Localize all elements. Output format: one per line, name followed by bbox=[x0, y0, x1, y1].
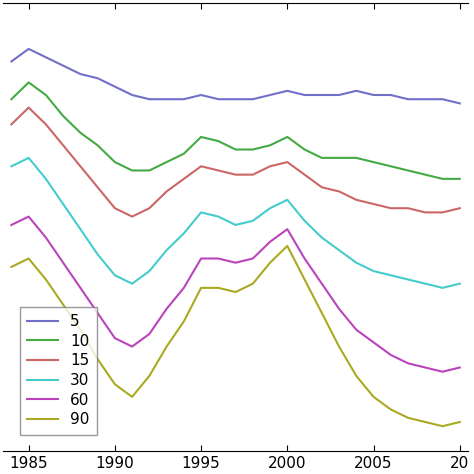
Legend: 5, 10, 15, 30, 60, 90: 5, 10, 15, 30, 60, 90 bbox=[20, 307, 97, 435]
